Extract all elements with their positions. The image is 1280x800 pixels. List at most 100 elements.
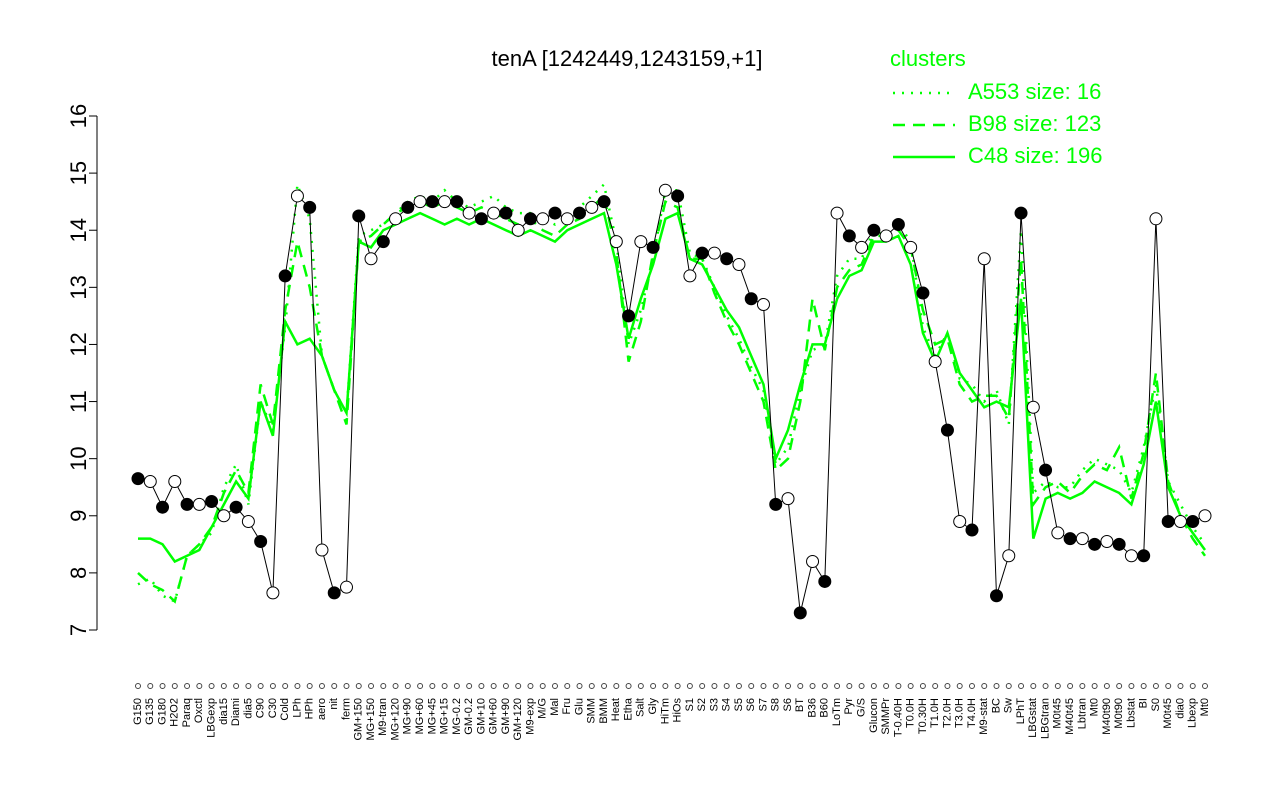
x-marker	[220, 683, 227, 689]
x-marker	[1128, 683, 1135, 689]
x-tick-label: MG+45	[426, 698, 438, 734]
x-tick-label: Salt	[635, 698, 647, 717]
data-point	[376, 235, 390, 249]
data-point	[205, 495, 219, 508]
x-tick-label: GM+90	[500, 698, 512, 734]
x-tick-label: MG-0.2	[451, 698, 463, 735]
x-tick-label: Mal	[549, 698, 561, 716]
x-marker	[1103, 683, 1110, 689]
x-marker	[318, 683, 325, 689]
data-point	[1051, 526, 1065, 540]
x-marker	[748, 683, 755, 689]
data-point	[511, 223, 525, 237]
x-marker	[956, 683, 963, 689]
data-point	[904, 240, 918, 254]
data-point	[168, 475, 182, 489]
data-point	[143, 475, 157, 489]
y-tick-label: 13	[66, 275, 91, 299]
data-point	[548, 206, 562, 220]
x-marker	[502, 683, 509, 689]
x-tick-label: ferm	[340, 698, 352, 720]
x-tick-label: S6	[745, 698, 757, 711]
x-marker	[1177, 683, 1184, 689]
x-tick-label: B60	[819, 698, 831, 718]
data-point	[990, 589, 1004, 603]
x-marker	[674, 683, 681, 689]
x-marker	[576, 683, 583, 689]
x-tick-label: T2.0H	[941, 698, 953, 728]
x-tick-label: Gly	[647, 698, 659, 715]
x-marker	[932, 683, 939, 689]
data-point	[303, 200, 317, 214]
x-tick-label: Fru	[561, 698, 573, 715]
data-point	[597, 195, 611, 209]
x-marker	[294, 683, 301, 689]
data-point	[879, 229, 893, 243]
x-marker	[269, 683, 276, 689]
data-point	[536, 212, 550, 226]
x-marker	[650, 683, 657, 689]
data-point	[315, 543, 329, 557]
data-point	[658, 183, 672, 197]
x-marker	[196, 683, 203, 689]
x-tick-label: M/G	[537, 698, 549, 719]
data-point	[290, 189, 304, 203]
data-point	[1100, 534, 1114, 548]
x-tick-label: S4	[721, 698, 733, 711]
x-tick-label: MG+150	[365, 698, 377, 741]
data-point	[413, 195, 427, 209]
x-tick-label: M9-stat	[978, 698, 990, 735]
x-tick-label: M0t45	[1162, 698, 1174, 729]
x-marker	[821, 683, 828, 689]
y-tick-label: 9	[66, 510, 91, 522]
data-point	[389, 212, 403, 226]
data-point	[1002, 549, 1016, 563]
x-marker	[625, 683, 632, 689]
x-tick-label: GM+150	[353, 698, 365, 741]
x-marker	[539, 683, 546, 689]
data-point	[560, 212, 574, 226]
data-point	[683, 269, 697, 283]
x-marker	[760, 683, 767, 689]
x-marker	[564, 683, 571, 689]
x-tick-label: BMM	[598, 698, 610, 724]
x-tick-label: SMMPr	[880, 698, 892, 735]
x-tick-label: M0t45	[1052, 698, 1064, 729]
x-tick-label: Etha	[622, 697, 634, 721]
data-point	[523, 212, 537, 226]
x-marker	[245, 683, 252, 689]
y-tick-label: 11	[66, 390, 91, 413]
data-point	[842, 229, 856, 243]
data-point	[634, 235, 648, 249]
x-marker	[1005, 683, 1012, 689]
x-tick-label: Pyr	[843, 698, 855, 715]
y-tick-label: 8	[66, 567, 91, 579]
data-point	[327, 586, 341, 600]
data-point	[977, 252, 991, 266]
data-point	[474, 212, 488, 226]
x-tick-label: BT	[794, 698, 806, 712]
x-marker	[981, 683, 988, 689]
x-tick-label: S3	[708, 698, 720, 711]
data-point	[891, 218, 905, 232]
x-marker	[551, 683, 558, 689]
x-marker	[1152, 683, 1159, 689]
x-marker	[404, 683, 411, 689]
x-tick-label: G180	[156, 698, 168, 725]
data-point	[1014, 206, 1028, 220]
data-point	[401, 200, 415, 214]
x-tick-label: BC	[990, 698, 1002, 713]
x-marker	[1079, 683, 1086, 689]
x-marker	[895, 683, 902, 689]
x-tick-label: C30	[267, 698, 279, 718]
data-point	[928, 355, 942, 369]
data-point	[1075, 532, 1089, 546]
x-marker	[637, 683, 644, 689]
x-marker	[490, 683, 497, 689]
x-marker	[919, 683, 926, 689]
x-marker	[870, 683, 877, 689]
x-marker	[1054, 683, 1061, 689]
data-point	[769, 497, 783, 511]
data-point	[254, 534, 268, 548]
